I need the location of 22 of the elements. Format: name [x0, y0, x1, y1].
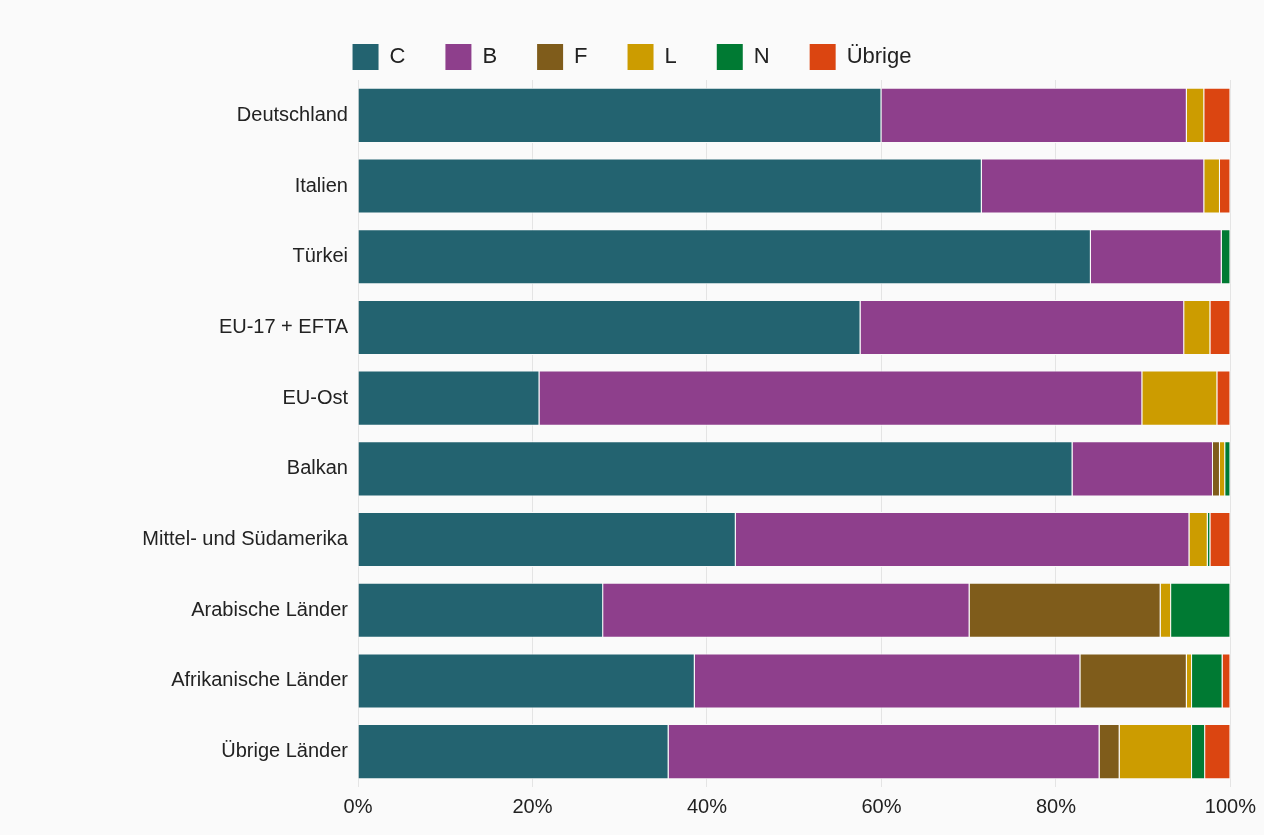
- y-tick-label: Arabische Länder: [191, 597, 349, 620]
- x-tick-label: 80%: [1035, 794, 1077, 817]
- y-tick-label: EU-Ost: [282, 385, 349, 408]
- y-tick-label: Afrikanische Länder: [171, 668, 349, 691]
- y-tick-label: Balkan: [286, 456, 348, 479]
- x-tick-label: 20%: [512, 794, 553, 817]
- legend-label: L: [664, 43, 677, 69]
- y-tick-label: Mittel- und Südamerika: [142, 527, 349, 550]
- y-tick-label: Deutschland: [236, 102, 348, 125]
- legend-label: Übrige: [846, 43, 912, 69]
- y-tick-label: EU-17 + EFTA: [218, 314, 349, 337]
- y-tick-label: Übrige Länder: [221, 739, 349, 762]
- legend-label: B: [482, 43, 498, 69]
- x-tick-label: 40%: [686, 794, 728, 817]
- x-tick-label: 0%: [343, 794, 373, 817]
- legend-label: N: [753, 43, 770, 69]
- legend-label: C: [389, 43, 406, 69]
- x-tick-label: 60%: [861, 794, 902, 817]
- y-tick-label: Italien: [294, 173, 348, 196]
- y-tick-label: Türkei: [292, 244, 348, 267]
- x-tick-label: 100%: [1204, 794, 1257, 817]
- legend-label: F: [574, 43, 588, 69]
